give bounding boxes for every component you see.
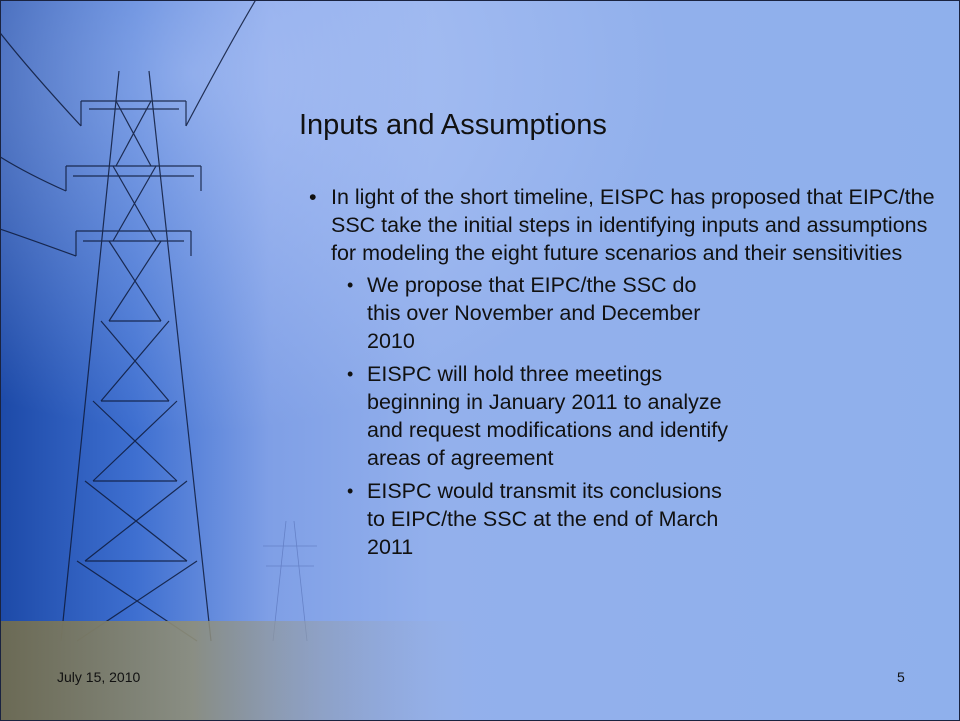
sub-bullet: EISPC will hold three meetings beginning… [309, 360, 729, 472]
slide: Inputs and Assumptions In light of the s… [0, 0, 960, 721]
sub-bullet-list: We propose that EIPC/the SSC do this ove… [309, 271, 949, 561]
slide-title: Inputs and Assumptions [299, 109, 607, 142]
page-number: 5 [897, 669, 905, 685]
sub-bullet: EISPC would transmit its conclusions to … [309, 477, 729, 561]
footer-date: July 15, 2010 [57, 669, 140, 685]
bullet: In light of the short timeline, EISPC ha… [309, 183, 951, 267]
slide-content: In light of the short timeline, EISPC ha… [309, 183, 949, 566]
sub-bullet: We propose that EIPC/the SSC do this ove… [309, 271, 729, 355]
